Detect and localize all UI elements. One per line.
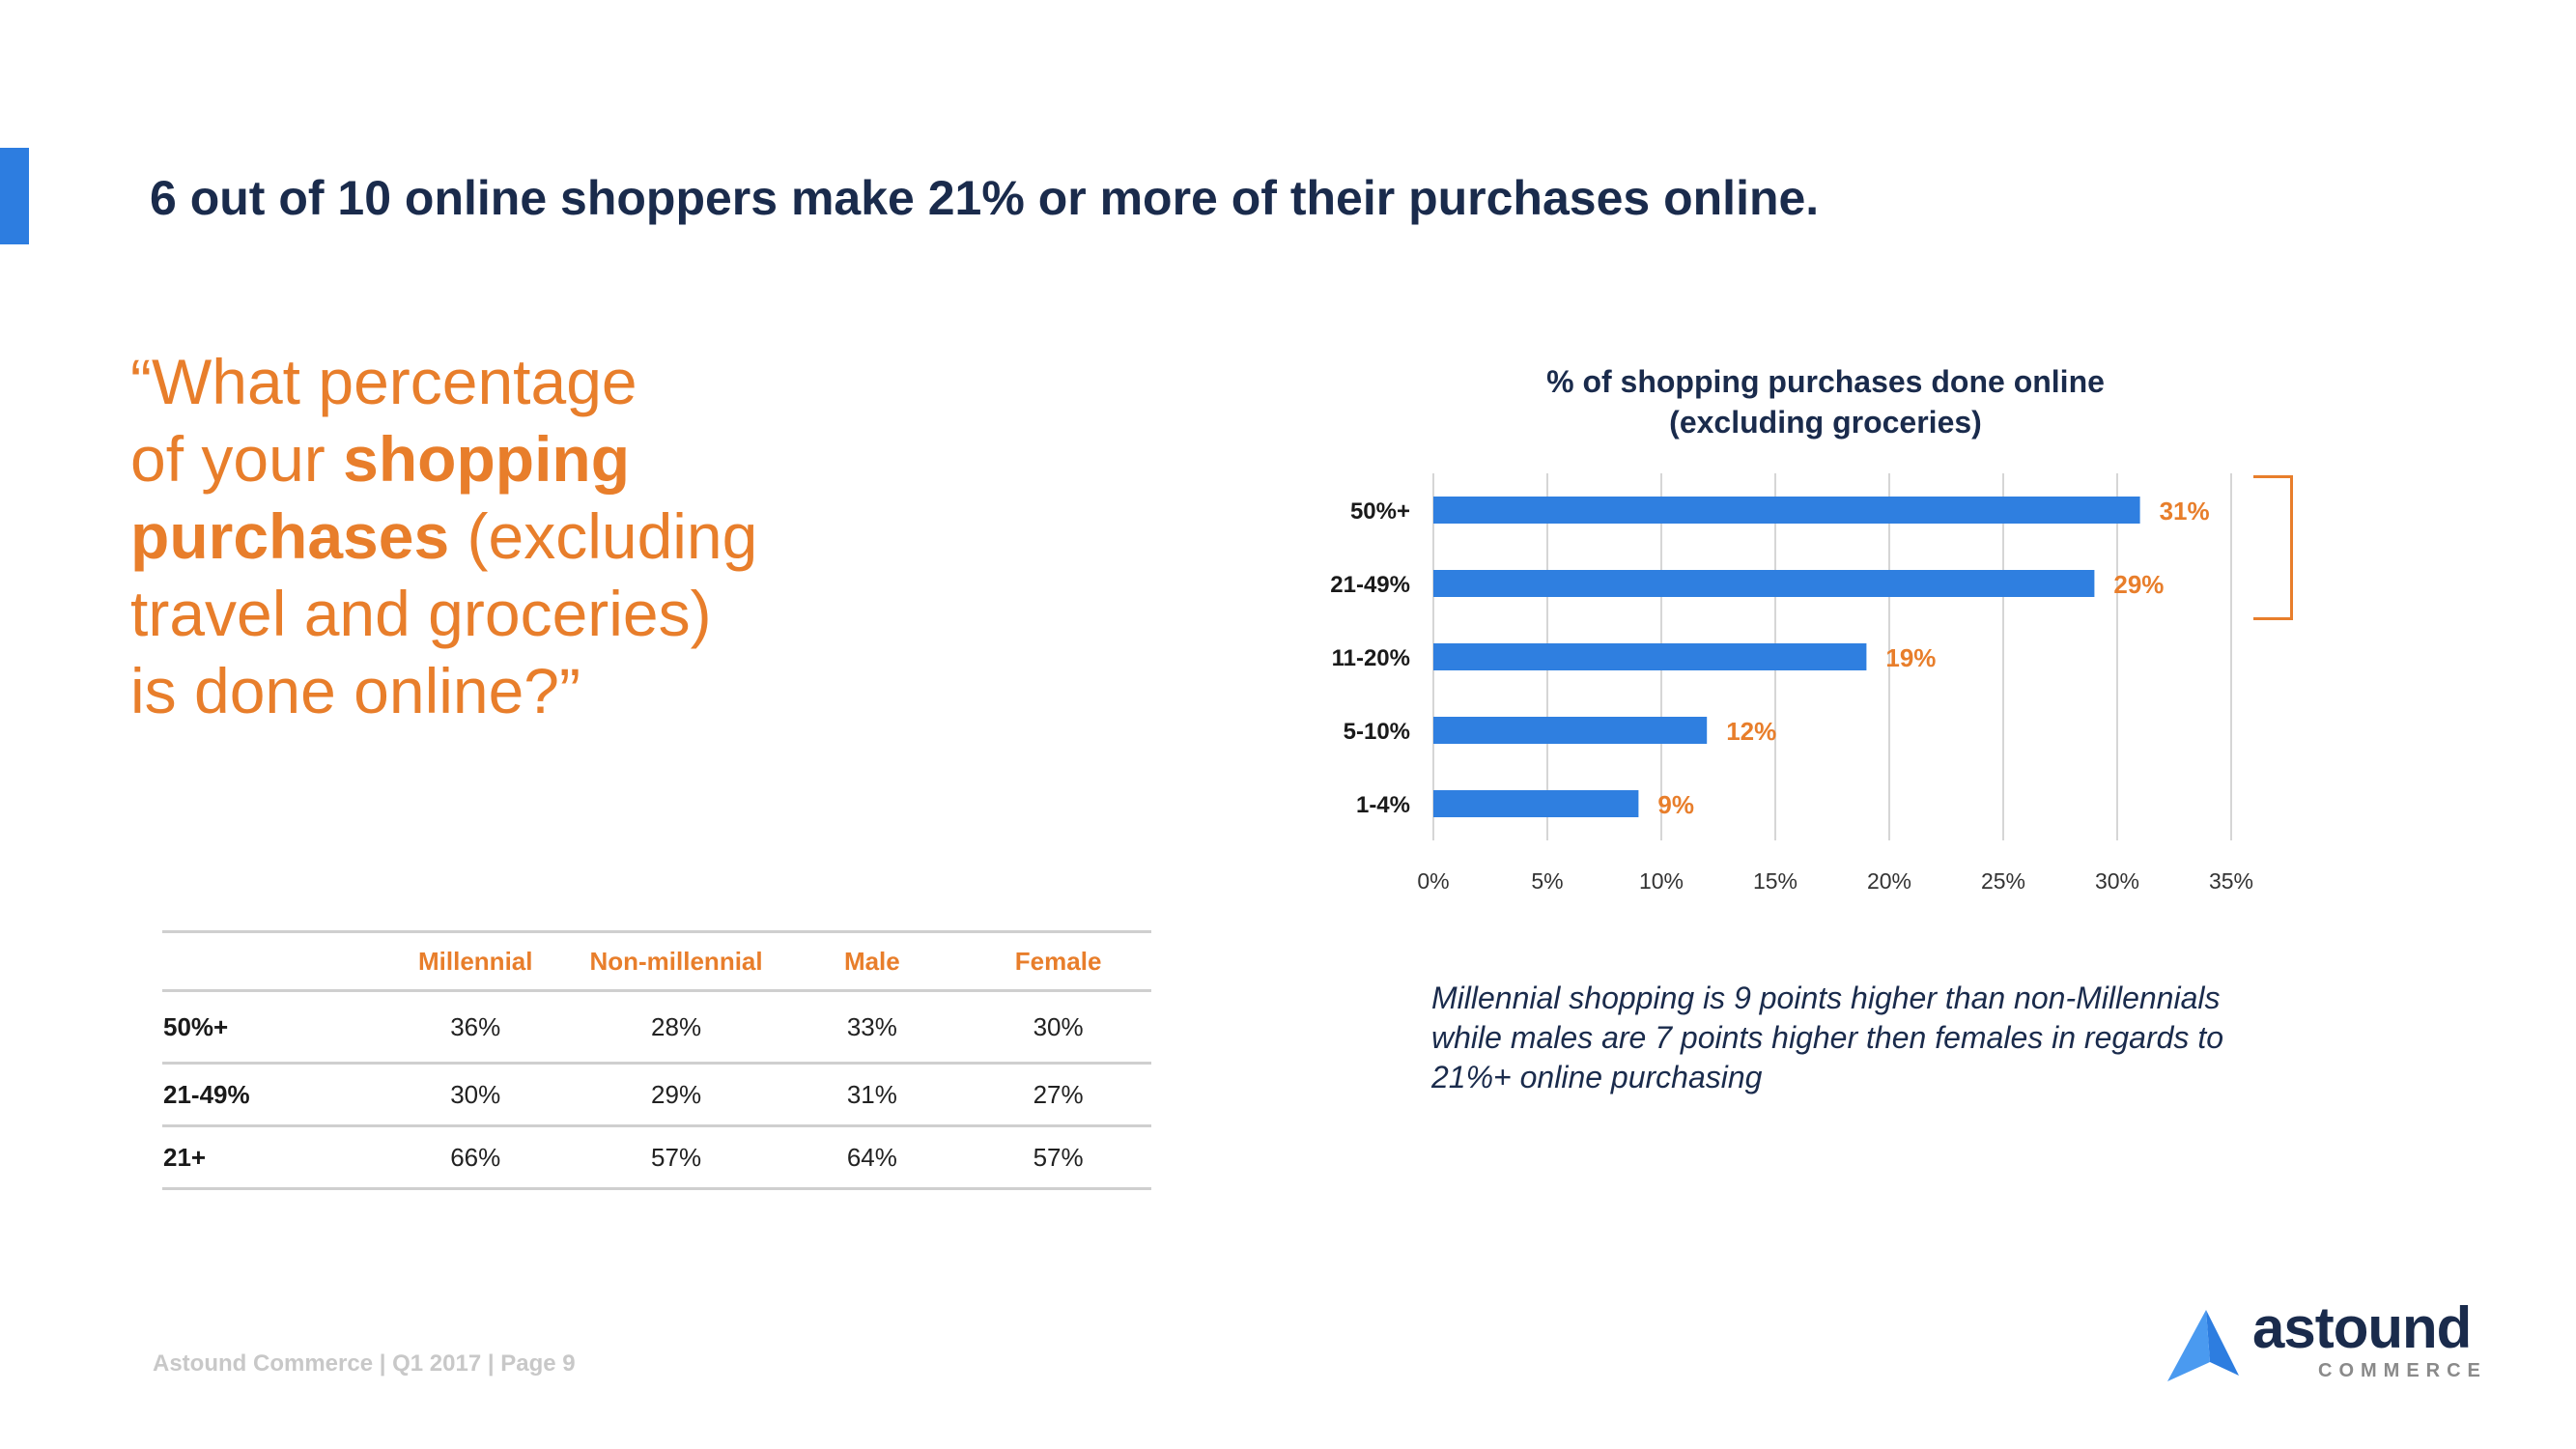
question-emphasis: shopping xyxy=(343,423,631,495)
astound-triangle-icon xyxy=(2167,1310,2239,1381)
question-text: travel and groceries) xyxy=(130,578,712,649)
x-tick-label: 5% xyxy=(1531,868,1563,894)
y-category-label: 11-20% xyxy=(1332,645,1410,671)
bar xyxy=(1433,717,1708,744)
data-label: 12% xyxy=(1726,717,1776,746)
table-cell: 36% xyxy=(377,990,574,1065)
table-row: 21+ 66% 57% 64% 57% xyxy=(162,1125,1151,1190)
row-label: 21+ xyxy=(162,1125,378,1190)
column-header-non-millennial: Non-millennial xyxy=(573,930,779,992)
chart-title-line: % of shopping purchases done online xyxy=(1546,364,2105,399)
y-category-label: 1-4% xyxy=(1356,792,1410,818)
question-line: “What percentage xyxy=(130,343,864,420)
question-emphasis: purchases xyxy=(130,500,450,572)
column-header-male: Male xyxy=(778,930,966,992)
table-cell: 27% xyxy=(965,1063,1151,1127)
question-line: is done online?” xyxy=(130,652,864,729)
x-tick-label: 25% xyxy=(1981,868,2025,894)
question-line: purchases (excluding xyxy=(130,497,864,575)
table-cell: 31% xyxy=(778,1063,966,1127)
bar xyxy=(1433,497,2140,524)
bar xyxy=(1433,570,2095,597)
brand-logo: astound COMMERCE xyxy=(2164,1295,2482,1408)
question-line: travel and groceries) xyxy=(130,575,864,652)
table-row: 21-49% 30% 29% 31% 27% xyxy=(162,1063,1151,1127)
table-cell: 29% xyxy=(573,1063,779,1127)
chart-annotation: Millennial shopping is 9 points higher t… xyxy=(1431,979,2301,1097)
accent-bar xyxy=(0,148,29,244)
question-text: (excluding xyxy=(449,500,758,572)
table-header-row: Millennial Non-millennial Male Female xyxy=(162,930,1151,992)
logo-subtitle: COMMERCE xyxy=(2318,1360,2487,1381)
y-category-label: 21-49% xyxy=(1330,572,1410,598)
row-label: 21-49% xyxy=(162,1063,378,1127)
page-footer: Astound Commerce | Q1 2017 | Page 9 xyxy=(153,1350,576,1377)
y-category-label: 5-10% xyxy=(1344,719,1410,745)
table-cell: 66% xyxy=(377,1125,574,1190)
question-text: of your xyxy=(130,423,344,495)
table-row: 50%+ 36% 28% 33% 30% xyxy=(162,990,1151,1065)
chart-title-line: (excluding groceries) xyxy=(1669,405,1982,440)
survey-question: “What percentage of your shopping purcha… xyxy=(130,343,864,729)
annotation-line: while males are 7 points higher then fem… xyxy=(1431,1020,2223,1055)
table-corner xyxy=(162,930,378,992)
annotation-line: Millennial shopping is 9 points higher t… xyxy=(1431,980,2221,1015)
table-cell: 33% xyxy=(778,990,966,1065)
column-header-millennial: Millennial xyxy=(377,930,574,992)
logo-wordmark: astound xyxy=(2252,1295,2472,1360)
data-label: 19% xyxy=(1885,643,1936,672)
chart-title: % of shopping purchases done online (exc… xyxy=(1430,361,2222,442)
table-cell: 57% xyxy=(573,1125,779,1190)
question-text: “What percentage xyxy=(130,346,637,417)
question-text: is done online?” xyxy=(130,655,580,726)
table-cell: 57% xyxy=(965,1125,1151,1190)
y-category-label: 50%+ xyxy=(1350,498,1410,525)
table-cell: 30% xyxy=(965,990,1151,1065)
table-cell: 64% xyxy=(778,1125,966,1190)
x-tick-label: 30% xyxy=(2095,868,2139,894)
row-label: 50%+ xyxy=(162,990,378,1065)
data-label: 29% xyxy=(2113,570,2164,599)
bar xyxy=(1433,790,1639,817)
page-title: 6 out of 10 online shoppers make 21% or … xyxy=(150,171,1820,225)
question-line: of your shopping xyxy=(130,420,864,497)
x-tick-label: 20% xyxy=(1867,868,1911,894)
bar-chart: 0% 5% 10% 15% 20% 25% 30% 35% 50%+ 31% 21-49% 29% 11… xyxy=(1330,473,2253,894)
grouping-bracket xyxy=(2253,475,2293,620)
bar xyxy=(1433,643,1867,670)
x-tick-label: 0% xyxy=(1417,868,1449,894)
annotation-line: 21%+ online purchasing xyxy=(1431,1060,1763,1094)
x-tick-label: 15% xyxy=(1753,868,1798,894)
demographic-table: Millennial Non-millennial Male Female 50… xyxy=(162,930,1151,1190)
data-label: 31% xyxy=(2160,497,2210,526)
data-label: 9% xyxy=(1657,790,1694,819)
x-tick-label: 35% xyxy=(2209,868,2253,894)
table-cell: 30% xyxy=(377,1063,574,1127)
x-tick-label: 10% xyxy=(1639,868,1684,894)
column-header-female: Female xyxy=(965,930,1151,992)
table-cell: 28% xyxy=(573,990,779,1065)
